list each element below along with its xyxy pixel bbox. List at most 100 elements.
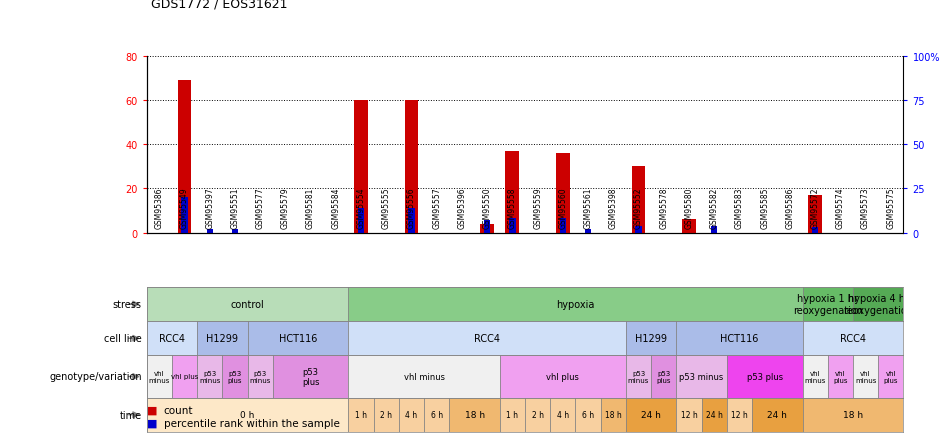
Text: count: count: [164, 405, 193, 415]
Bar: [348, 287, 802, 322]
Text: vhl
plus: vhl plus: [884, 370, 898, 383]
Text: cell line: cell line: [104, 333, 142, 343]
Text: 18 h: 18 h: [464, 410, 484, 419]
Bar: [808, 196, 822, 233]
Bar: [147, 287, 348, 322]
Bar: [752, 398, 802, 432]
Text: control: control: [231, 299, 265, 309]
Text: percentile rank within the sample: percentile rank within the sample: [164, 418, 340, 428]
Text: vhl minus: vhl minus: [404, 372, 445, 381]
Bar: [626, 322, 676, 355]
Text: GDS1772 / EOS31621: GDS1772 / EOS31621: [151, 0, 288, 11]
Bar: [348, 322, 626, 355]
Bar: [626, 355, 651, 398]
Text: HCT116: HCT116: [720, 333, 759, 343]
Bar: [601, 398, 626, 432]
Bar: [727, 398, 752, 432]
Bar: [812, 228, 818, 233]
Bar: [147, 398, 348, 432]
Text: RCC4: RCC4: [474, 333, 500, 343]
Text: 12 h: 12 h: [680, 410, 697, 419]
Bar: [575, 398, 601, 432]
Bar: [354, 101, 368, 233]
Text: vhl plus: vhl plus: [547, 372, 579, 381]
Bar: [711, 226, 717, 233]
Bar: [481, 224, 494, 233]
Bar: [632, 167, 645, 233]
Text: time: time: [120, 410, 142, 420]
Text: vhl
plus: vhl plus: [833, 370, 848, 383]
Text: p53
plus: p53 plus: [228, 370, 242, 383]
Bar: [682, 220, 696, 233]
Text: 1 h: 1 h: [355, 410, 367, 419]
Text: hypoxia: hypoxia: [556, 299, 595, 309]
Text: HCT116: HCT116: [279, 333, 317, 343]
Bar: [272, 355, 348, 398]
Text: hypoxia 1 hr
reoxygenation: hypoxia 1 hr reoxygenation: [793, 293, 863, 315]
Text: p53
plus: p53 plus: [657, 370, 671, 383]
Bar: [147, 355, 172, 398]
Bar: [248, 322, 348, 355]
Text: vhl
minus: vhl minus: [149, 370, 170, 383]
Bar: [636, 226, 641, 233]
Bar: [802, 322, 903, 355]
Bar: [449, 398, 499, 432]
Bar: [676, 355, 727, 398]
Text: 0 h: 0 h: [240, 410, 254, 419]
Bar: [206, 230, 213, 233]
Bar: [676, 398, 702, 432]
Text: 2 h: 2 h: [532, 410, 544, 419]
Bar: [585, 230, 591, 233]
Bar: [405, 101, 418, 233]
Text: vhl
minus: vhl minus: [804, 370, 826, 383]
Text: 24 h: 24 h: [767, 410, 787, 419]
Bar: [828, 355, 853, 398]
Bar: [178, 81, 191, 233]
Bar: [505, 151, 519, 233]
Bar: [182, 198, 187, 233]
Text: 24 h: 24 h: [641, 410, 661, 419]
Bar: [147, 322, 197, 355]
Text: 4 h: 4 h: [406, 410, 417, 419]
Bar: [409, 208, 414, 233]
Bar: [358, 208, 364, 233]
Bar: [499, 398, 525, 432]
Bar: [727, 355, 802, 398]
Bar: [232, 230, 238, 233]
Bar: [197, 355, 222, 398]
Text: p53 plus: p53 plus: [746, 372, 782, 381]
Text: vhl
minus: vhl minus: [855, 370, 876, 383]
Bar: [525, 398, 551, 432]
Text: p53
minus: p53 minus: [199, 370, 220, 383]
Text: 2 h: 2 h: [380, 410, 393, 419]
Bar: [853, 287, 903, 322]
Bar: [348, 398, 374, 432]
Text: p53
minus: p53 minus: [250, 370, 271, 383]
Bar: [676, 322, 802, 355]
Text: 1 h: 1 h: [506, 410, 518, 419]
Text: 4 h: 4 h: [557, 410, 569, 419]
Bar: [484, 221, 490, 233]
Bar: [374, 398, 399, 432]
Text: hypoxia 4 hr
reoxygenation: hypoxia 4 hr reoxygenation: [843, 293, 913, 315]
Bar: [702, 398, 727, 432]
Text: genotype/variation: genotype/variation: [49, 372, 142, 381]
Bar: [424, 398, 449, 432]
Text: p53
plus: p53 plus: [302, 367, 320, 386]
Text: p53
minus: p53 minus: [628, 370, 649, 383]
Bar: [556, 154, 569, 233]
Bar: [802, 355, 828, 398]
Bar: [509, 219, 516, 233]
Bar: [499, 355, 626, 398]
Bar: [348, 355, 499, 398]
Text: ■: ■: [147, 405, 157, 415]
Bar: [172, 355, 197, 398]
Text: p53 minus: p53 minus: [679, 372, 724, 381]
Text: 18 h: 18 h: [604, 410, 622, 419]
Text: 6 h: 6 h: [582, 410, 594, 419]
Text: RCC4: RCC4: [159, 333, 184, 343]
Text: ■: ■: [147, 418, 157, 428]
Bar: [551, 398, 575, 432]
Bar: [560, 219, 566, 233]
Text: stress: stress: [113, 299, 142, 309]
